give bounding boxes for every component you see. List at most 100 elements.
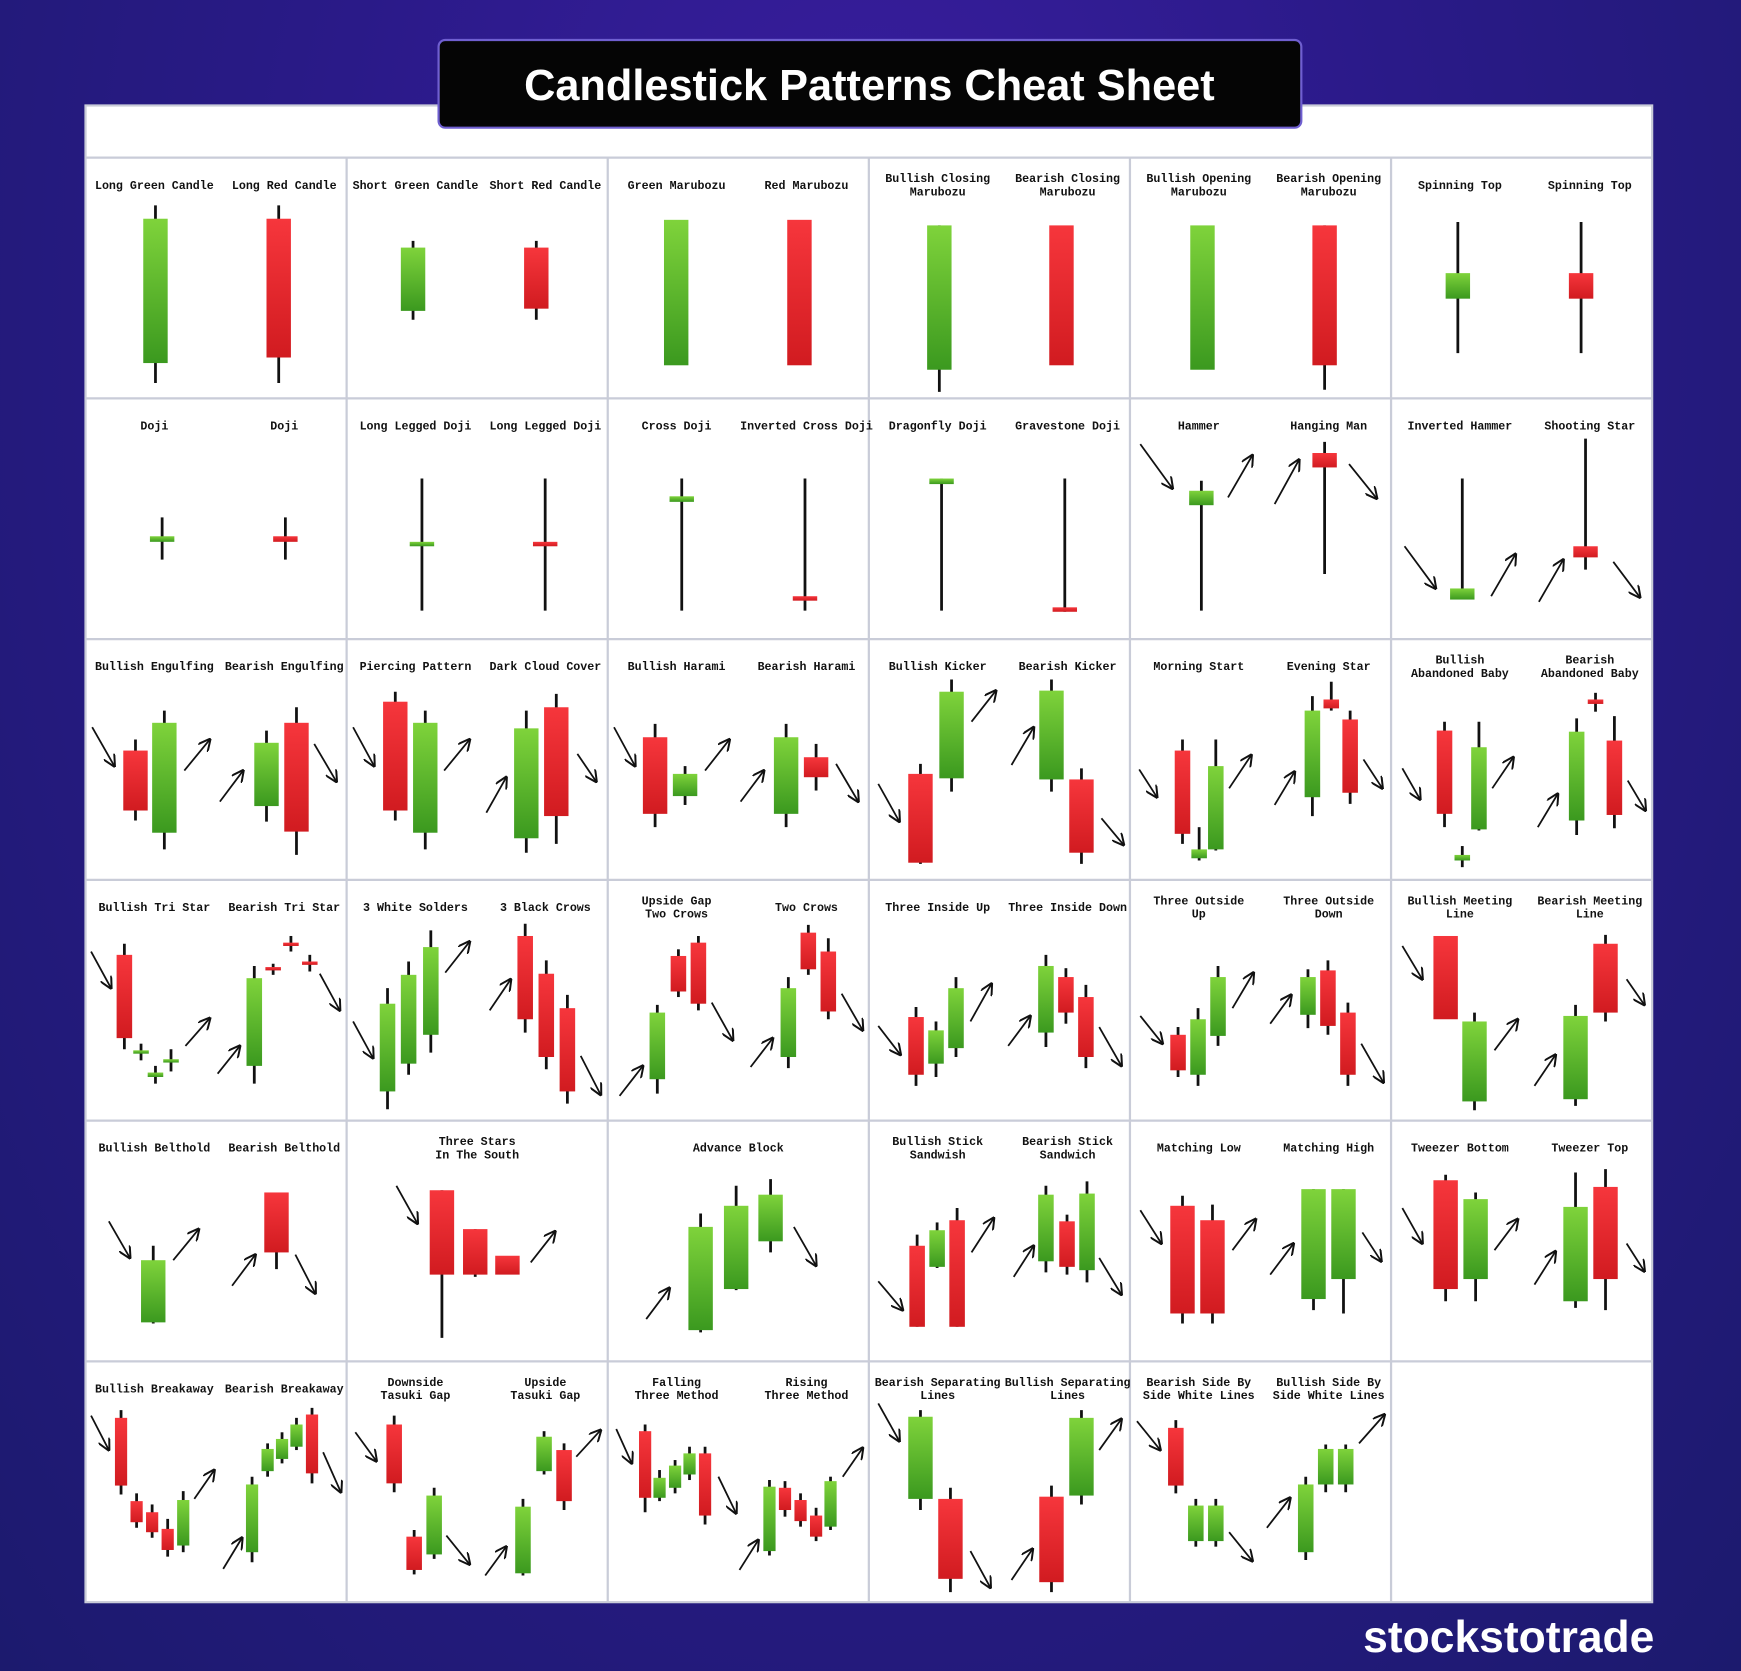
trend-arrow [710,1002,733,1041]
pattern-art [352,923,601,1110]
pattern-label: Upside Gap [642,895,712,908]
trend-arrow [970,1218,994,1253]
candle-body [1052,607,1078,612]
pattern-label: Bearish Breakaway [225,1383,344,1396]
candle-body [275,1438,289,1459]
pattern-art [669,478,818,611]
candle-body [1337,1448,1354,1485]
pattern-label: Up [1192,909,1206,922]
pattern-label: Marubozu [1301,186,1357,199]
trend-arrow [1098,1026,1121,1066]
pattern-label: Gravestone Doji [1015,420,1120,433]
pattern-art [1139,960,1383,1086]
trend-arrow [1010,1549,1033,1581]
candle-body [302,961,318,965]
pattern-label: Bearish Opening [1276,173,1381,186]
candle-body [1433,935,1458,1020]
candle-body [672,773,698,797]
candle-body [386,1424,402,1484]
trend-arrow [576,753,596,782]
candle-body [147,1072,164,1077]
trend-arrow [1490,554,1515,597]
trend-arrow [1533,1055,1555,1087]
candle-body [792,596,818,601]
trend-arrow [90,1415,109,1450]
pattern-label: Bullish Harami [628,661,726,674]
candle-body [1320,970,1336,1026]
candle-body [1593,943,1618,1013]
pattern-label: Bullish Opening [1146,173,1251,186]
candle-body [803,757,829,778]
candle-body [649,1012,666,1080]
pattern-label: Red Marubozu [765,180,849,193]
trend-arrow [352,1021,373,1058]
trend-arrow [1228,755,1251,789]
candle-body [495,1255,520,1275]
trend-arrow [1269,1244,1293,1276]
candle-body [1568,273,1594,299]
trend-arrow [1227,455,1252,498]
trend-arrow [1010,727,1034,766]
trend-arrow [1228,1531,1252,1561]
pattern-label: Bullish Stick [892,1136,983,1149]
pattern-art [877,954,1121,1086]
candle-body [1174,750,1191,834]
candle-body [1471,747,1487,830]
pattern-label: Hammer [1178,420,1220,433]
candle-body [163,1059,179,1063]
candle-body [1568,731,1585,821]
trend-arrow [704,739,729,772]
candle-body [668,1465,682,1488]
pattern-art [149,517,298,560]
candle-body [559,1008,576,1092]
pattern-label: Tasuki Gap [510,1390,580,1403]
trend-arrow [354,1431,376,1461]
candle-body [161,1528,174,1550]
candle-body [266,218,291,358]
candle-body [246,978,263,1066]
pattern-label: Abandoned Baby [1411,668,1509,681]
candle-body [383,701,408,811]
trend-arrow [1098,1257,1121,1295]
pattern-label: Marubozu [1040,186,1096,199]
candle-body [146,1512,159,1533]
candle-body [1069,1417,1094,1496]
trend-arrow [738,1540,758,1571]
candle-body [778,1487,792,1511]
pattern-label: Doji [140,420,168,433]
pattern-art [143,205,291,384]
candle-body [265,967,281,971]
candle-body [133,1050,149,1054]
pattern-label: Sandwich [1040,1149,1096,1162]
trend-arrow [1266,1498,1290,1529]
pattern-art [1401,1169,1644,1311]
pattern-label: Line [1576,909,1604,922]
candle-body [515,1506,531,1574]
pattern-label: Two Crows [645,909,708,922]
candle-body [1593,1186,1618,1280]
pattern-label: Evening Star [1287,661,1371,674]
candle-body [670,955,687,992]
trend-arrow [877,783,899,822]
pattern-label: Matching Low [1157,1143,1241,1156]
candle-body [1342,719,1358,793]
trend-arrow [108,1220,130,1258]
trend-arrow [231,1255,255,1287]
trend-arrow [91,726,114,766]
pattern-label: Advance Block [693,1143,784,1156]
trend-arrow [749,1038,773,1068]
pattern-art [90,1407,341,1570]
candle-body [794,1500,807,1522]
trend-arrow [1403,545,1436,588]
pattern-label: Tweezer Bottom [1411,1143,1509,1156]
pattern-label: Bullish Side By [1276,1377,1381,1390]
trend-arrow [969,984,991,1022]
trend-arrow [1362,758,1382,788]
trend-arrow [842,1448,863,1478]
candle-body [787,219,812,366]
trend-arrow [1538,560,1563,603]
candle-body [820,951,837,1012]
pattern-label: Falling [652,1377,701,1390]
candle-body [1059,1221,1075,1267]
